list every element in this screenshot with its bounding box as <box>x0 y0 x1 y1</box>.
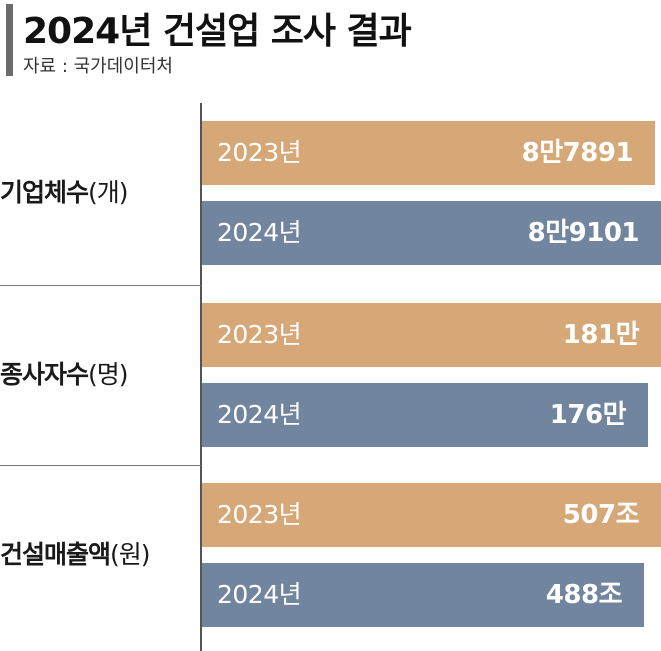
bar: 2024년 488조 <box>202 563 644 627</box>
group-label: 종사자수(명) <box>0 355 195 395</box>
bar: 2023년 8만7891 <box>202 121 655 185</box>
group-unit: (개) <box>88 178 129 207</box>
bar-year-label: 2024년 <box>217 580 302 609</box>
bar-year-label: 2023년 <box>217 320 302 349</box>
group-unit: (원) <box>110 540 151 569</box>
bar-year-label: 2024년 <box>217 218 302 247</box>
bar-value-label: 8만9101 <box>527 218 640 248</box>
bar-value-label: 176만 <box>549 400 627 430</box>
bar-value-label: 181만 <box>562 320 640 350</box>
bar-value-label: 507조 <box>562 500 640 530</box>
bar-year-label: 2024년 <box>217 400 302 429</box>
title-accent-bar <box>6 4 13 76</box>
bar-year-label: 2023년 <box>217 500 302 529</box>
bar: 2023년 181만 <box>202 303 661 367</box>
group-name: 건설매출액 <box>0 540 111 569</box>
group-name: 기업체수 <box>0 178 89 207</box>
group-label: 기업체수(개) <box>0 173 195 213</box>
group-unit: (명) <box>88 360 129 389</box>
bar-value-label: 488조 <box>545 580 623 610</box>
bar-value-label: 8만7891 <box>521 138 634 168</box>
chart-title: 2024년 건설업 조사 결과 <box>23 11 412 52</box>
bar: 2023년 507조 <box>202 483 661 547</box>
bar: 2024년 176만 <box>202 383 648 447</box>
chart-source: 자료 : 국가데이터처 <box>23 56 173 77</box>
group-label: 건설매출액(원) <box>0 535 195 575</box>
category-axis-line <box>200 103 202 651</box>
group-separator <box>0 285 201 286</box>
bar-year-label: 2023년 <box>217 138 302 167</box>
bar: 2024년 8만9101 <box>202 201 661 265</box>
group-name: 종사자수 <box>0 360 89 389</box>
group-separator <box>0 465 201 466</box>
